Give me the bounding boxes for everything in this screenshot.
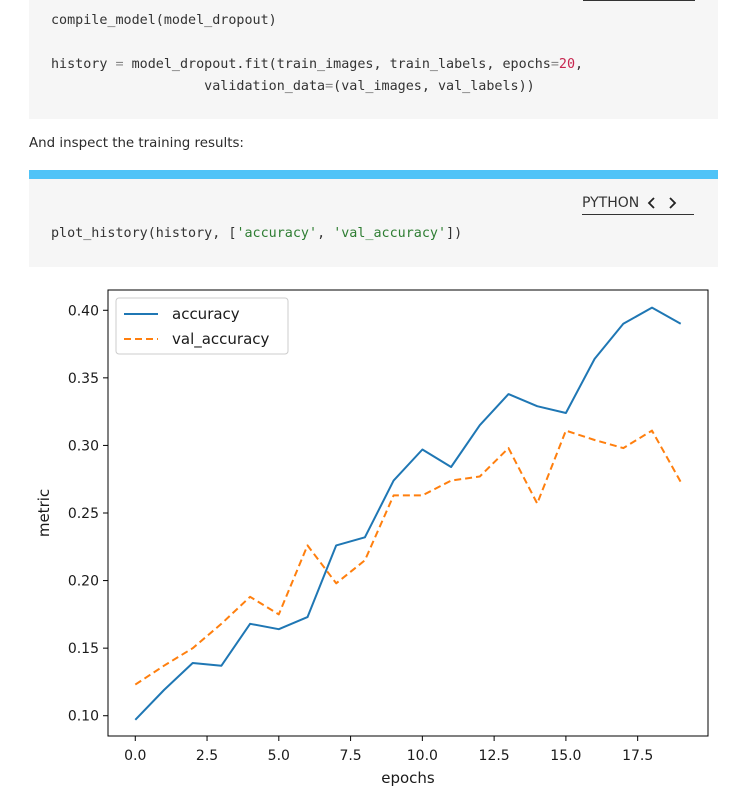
y-axis-label: metric [35, 489, 53, 537]
prose-paragraph: And inspect the training results: [29, 136, 244, 151]
legend-box [115, 297, 289, 355]
y-tick-label: 0.30 [68, 438, 99, 454]
chevron-right-icon[interactable] [665, 195, 679, 211]
series-line-val-accuracy [134, 429, 682, 686]
series-line-accuracy [134, 306, 682, 721]
chevron-left-icon[interactable] [645, 195, 659, 211]
x-tick-label: 12.5 [479, 748, 510, 764]
code-line-plot-history: plot_history(history, ['accuracy', 'val_… [51, 226, 463, 241]
code-line-fit: history = model_dropout.fit(train_images… [51, 57, 584, 72]
legend-label-accuracy: accuracy [172, 305, 240, 323]
code-block-compile: compile_model(model_dropout) history = m… [29, 0, 718, 119]
y-tick-label: 0.10 [68, 709, 99, 725]
x-tick-label: 15.0 [550, 748, 581, 764]
x-tick-label: 17.5 [622, 748, 653, 764]
x-tick-label: 7.5 [339, 748, 361, 764]
x-axis-label: epochs [381, 769, 435, 787]
y-tick-label: 0.40 [68, 303, 99, 319]
x-tick-label: 10.0 [407, 748, 438, 764]
y-tick-label: 0.35 [68, 371, 99, 387]
code-block-plot: PYTHON plot_history(history, ['accuracy'… [29, 179, 718, 267]
y-tick-label: 0.20 [68, 574, 99, 590]
code-line-compile: compile_model(model_dropout) [51, 13, 277, 28]
y-tick-label: 0.25 [68, 506, 99, 522]
x-tick-label: 5.0 [268, 748, 290, 764]
code-line-validation: validation_data=(val_images, val_labels)… [51, 79, 535, 94]
x-tick-label: 2.5 [196, 748, 218, 764]
training-history-chart: 0.0 2.5 5.0 7.5 10.0 12.5 15.0 17.5 0.10 0.15 0.20… [35, 289, 709, 787]
plot-frame [107, 289, 709, 737]
x-tick-label: 0.0 [124, 748, 146, 764]
code-block-accent-bar [29, 170, 718, 179]
y-tick-label: 0.15 [68, 641, 99, 657]
language-switch: PYTHON [582, 195, 694, 215]
language-label: PYTHON [582, 195, 640, 211]
legend-label-val-accuracy: val_accuracy [172, 330, 270, 349]
language-switch-underline [583, 0, 695, 1]
